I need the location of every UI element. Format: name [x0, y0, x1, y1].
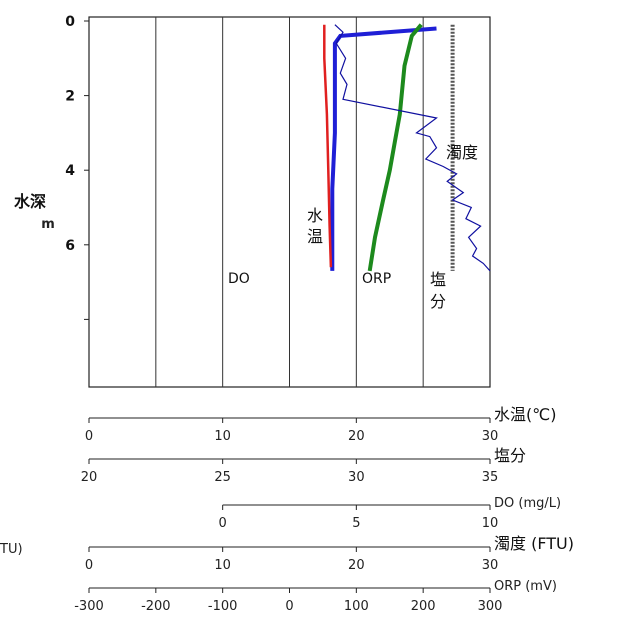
vertical-gridlines: [155, 17, 424, 387]
x-tick-label: 0: [85, 558, 93, 573]
series-layer: [323, 23, 491, 272]
y-tick-label: 6: [65, 238, 75, 254]
x-tick-label: 0: [285, 599, 293, 614]
series-line-濁度: [334, 24, 491, 272]
x-tick-label: -300: [74, 599, 104, 614]
x-axis-title-濁度: 濁度 (FTU): [494, 534, 574, 553]
series-label-orp: ORP: [362, 271, 391, 287]
x-axes: 0 10 20 30 水温(℃) 20 25 30 35 塩分 0 5 10 DO (mg/L) 0 10 20…: [74, 405, 574, 614]
x-tick-label: 20: [81, 470, 98, 485]
x-tick-label: 5: [352, 516, 360, 531]
x-tick-label: 100: [344, 599, 369, 614]
series-line-水温: [323, 24, 333, 268]
x-tick-label: 0: [85, 429, 93, 444]
series-label-water-temp-2: 温: [307, 227, 323, 246]
x-tick-label: 10: [214, 429, 231, 444]
y-axis: 0 2 4 6: [65, 14, 89, 320]
x-tick-label: 10: [214, 558, 231, 573]
series-label-salinity-1: 塩: [430, 270, 446, 289]
x-tick-label: -200: [141, 599, 171, 614]
x-tick-label: 30: [482, 558, 499, 573]
x-tick-label: 25: [214, 470, 231, 485]
series-line-DO: [330, 26, 437, 271]
x-tick-label: 20: [348, 429, 365, 444]
y-axis-title: 水深: [14, 192, 46, 211]
series-label-turbidity: 濁度: [446, 143, 478, 162]
series-label-do: DO: [228, 271, 250, 287]
x-axis-title-ORP: ORP (mV): [494, 579, 557, 594]
series-line-ORP: [367, 23, 423, 272]
y-axis-unit: m: [41, 217, 55, 232]
x-tick-label: 0: [219, 516, 227, 531]
x-tick-label: 30: [482, 429, 499, 444]
series-label-salinity-2: 分: [430, 292, 446, 311]
x-axis-title-塩分: 塩分: [494, 446, 526, 465]
x-tick-label: 200: [411, 599, 436, 614]
x-tick-label: 10: [482, 516, 499, 531]
x-tick-label: -100: [208, 599, 238, 614]
series-label-water-temp-1: 水: [307, 206, 323, 225]
x-tick-label: 30: [348, 470, 365, 485]
y-tick-label: 2: [65, 89, 75, 105]
y-tick-label: 4: [65, 163, 75, 179]
x-tick-label: 300: [478, 599, 503, 614]
x-tick-label: 20: [348, 558, 365, 573]
x-axis-title-DO: DO (mg/L): [494, 496, 561, 511]
x-axis-title-水温: 水温(℃): [494, 405, 556, 424]
x-tick-label: 35: [482, 470, 499, 485]
cut-off-axis-text: TU): [0, 542, 23, 557]
y-tick-label: 0: [65, 14, 75, 30]
